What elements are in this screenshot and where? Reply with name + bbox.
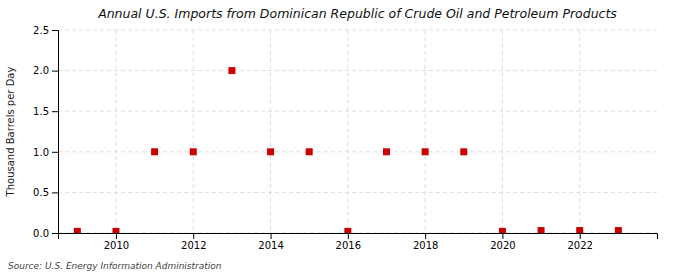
point — [576, 227, 583, 233]
x-axis: 2010 2012 2014 2016 2018 2020 2022 — [59, 233, 658, 251]
grid-line — [579, 30, 580, 233]
y-axis-tick-label: 0.0 — [33, 228, 49, 239]
x-axis-tick: 2016 — [336, 233, 361, 251]
y-axis-title: Thousand Barrels per Day — [5, 67, 16, 198]
x-axis-tick-mark — [116, 233, 117, 239]
plot-area: 2010 2012 2014 2016 2018 2020 2022 0.0 0.5 1.0 1.5… — [33, 25, 657, 251]
y-axis-tick-mark — [52, 192, 58, 193]
x-axis-tick: 2012 — [181, 233, 206, 251]
chart: 2010 2012 2014 2016 2018 2020 2022 0.0 0.5 1.0 1.5… — [0, 0, 675, 275]
point — [267, 148, 274, 155]
x-axis-tick-mark — [193, 233, 194, 239]
grid-line — [347, 30, 348, 233]
annotation: Source: U.S. Energy Information Administ… — [8, 261, 222, 271]
title: Annual U.S. Imports from Dominican Repub… — [97, 6, 617, 21]
x-axis-tick: 2020 — [490, 233, 515, 251]
grid-line — [502, 30, 503, 233]
x-axis-tick-mark — [271, 233, 272, 239]
x-axis-tick-mark — [580, 233, 581, 239]
x-axis-tick-label: 2014 — [258, 240, 283, 251]
y-axis-tick: 0.5 — [33, 187, 58, 198]
point — [151, 148, 158, 155]
grid-line — [425, 30, 426, 233]
x-axis-tick-label: 2016 — [336, 240, 361, 251]
y-axis-tick-label: 2.5 — [33, 25, 49, 36]
y-axis-tick-label: 0.5 — [33, 187, 49, 198]
grid-line — [270, 30, 271, 233]
y-axis-tick-mark — [52, 71, 58, 72]
y-axis-tick-mark — [52, 152, 58, 153]
point — [383, 148, 390, 155]
y-axis-tick: 1.5 — [33, 106, 58, 117]
y-axis-tick-mark — [52, 30, 58, 31]
x-axis-tick-label: 2020 — [490, 240, 515, 251]
point — [422, 148, 429, 155]
x-axis-tick: 2010 — [104, 233, 129, 251]
y-axis-tick-label: 1.0 — [33, 147, 49, 158]
grid-line — [58, 151, 657, 152]
point — [190, 148, 197, 155]
grid — [58, 30, 657, 233]
x-axis-tick-mark — [425, 233, 426, 239]
grid-line — [115, 30, 116, 233]
point — [306, 148, 313, 155]
x-axis-tick-label: 2022 — [567, 240, 592, 251]
x-axis-tick-mark — [502, 233, 503, 239]
grid-line — [58, 70, 657, 71]
point — [499, 228, 506, 233]
points — [74, 67, 622, 233]
x-axis-tick: 2022 — [567, 233, 592, 251]
point — [228, 67, 235, 74]
x-axis-tick: 2018 — [413, 233, 438, 251]
x-axis-tick-mark — [348, 233, 349, 239]
y-axis-tick-mark — [52, 111, 58, 112]
x-axis-line — [59, 234, 658, 240]
point — [74, 228, 81, 233]
grid-line — [58, 111, 657, 112]
y-axis: 0.0 0.5 1.0 1.5 2.0 2.5 — [33, 25, 58, 239]
x-axis-tick-label: 2010 — [104, 240, 129, 251]
point — [112, 228, 119, 233]
grid-line — [193, 30, 194, 233]
y-axis-tick: 2.5 — [33, 25, 58, 36]
x-axis-tick-label: 2018 — [413, 240, 438, 251]
grid-line — [58, 30, 657, 31]
y-axis-tick-mark — [52, 233, 58, 234]
y-axis-tick: 2.0 — [33, 65, 58, 76]
x-axis-tick-label: 2012 — [181, 240, 206, 251]
y-axis-line — [52, 31, 59, 234]
x-axis-tick: 2014 — [258, 233, 283, 251]
point — [538, 227, 545, 233]
point — [344, 228, 351, 233]
y-axis-tick: 0.0 — [33, 228, 58, 239]
point — [615, 227, 622, 233]
point — [460, 148, 467, 155]
y-axis-tick-label: 1.5 — [33, 106, 49, 117]
y-axis-tick: 1.0 — [33, 147, 58, 158]
y-axis-tick-label: 2.0 — [33, 65, 49, 76]
grid-line — [58, 192, 657, 193]
